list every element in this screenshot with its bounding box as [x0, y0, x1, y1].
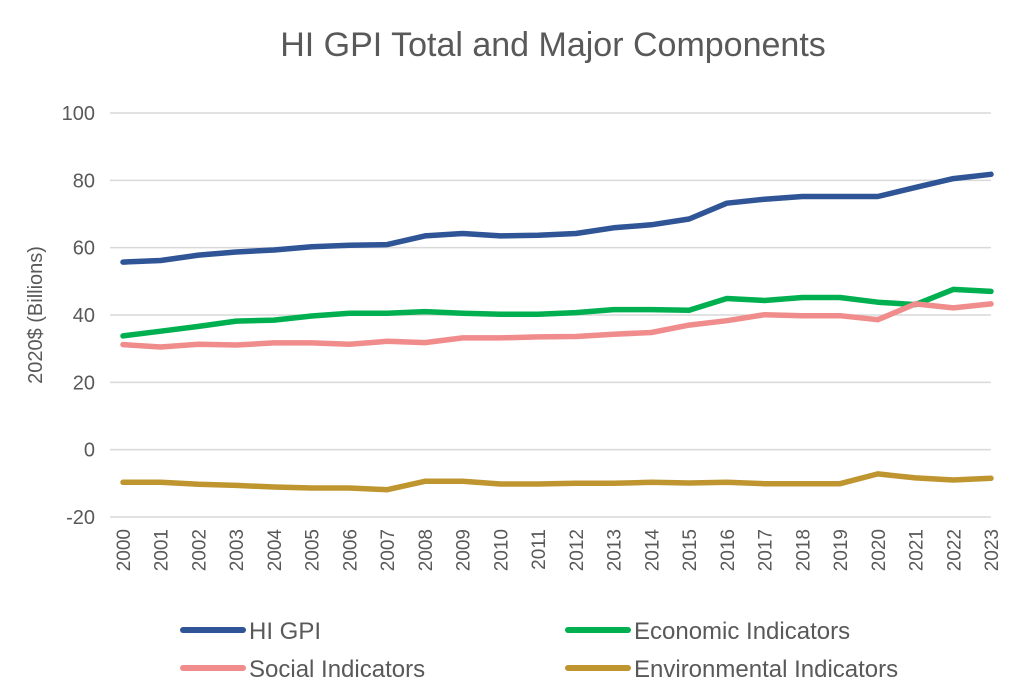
x-tick-label: 2000: [114, 529, 135, 571]
x-tick-label: 2002: [189, 529, 210, 571]
y-tick-label: 0: [84, 440, 95, 462]
y-tick-label: 20: [73, 372, 95, 394]
x-tick-label: 2014: [642, 529, 663, 572]
x-tick-label: 2019: [831, 529, 852, 571]
x-tick-label: 2006: [340, 529, 361, 571]
y-tick-label: 40: [73, 305, 95, 327]
legend-item: HI GPI: [180, 618, 321, 645]
legend-label: Economic Indicators: [634, 618, 850, 645]
y-tick-label: -20: [66, 507, 95, 529]
x-tick-label: 2017: [756, 529, 777, 571]
y-tick-label: 100: [62, 103, 95, 125]
x-tick-label: 2009: [454, 529, 475, 571]
legend-label: Environmental Indicators: [634, 656, 898, 683]
x-tick-label: 2018: [793, 529, 814, 571]
series-line-2: [120, 301, 994, 350]
series-line-3: [120, 471, 994, 493]
x-tick-label: 2001: [152, 529, 173, 571]
series-line-0: [120, 171, 994, 265]
legend-label: Social Indicators: [249, 656, 425, 683]
x-tick-label: 2003: [227, 529, 248, 571]
x-tick-label: 2010: [491, 529, 512, 571]
x-tick-label: 2007: [378, 529, 399, 571]
x-tick-label: 2016: [718, 529, 739, 571]
legend-label: HI GPI: [249, 618, 321, 645]
series-line-1: [120, 286, 994, 339]
x-tick-label: 2011: [529, 529, 550, 570]
legend-item: Social Indicators: [180, 656, 425, 683]
x-tick-label: 2008: [416, 529, 437, 571]
legend-item: Economic Indicators: [565, 618, 850, 645]
y-tick-label: 80: [73, 170, 95, 192]
x-tick-label: 2012: [567, 529, 588, 571]
x-tick-label: 2020: [869, 529, 890, 571]
x-tick-label: 2015: [680, 529, 701, 571]
x-tick-label: 2022: [944, 529, 965, 571]
x-tick-label: 2013: [605, 529, 626, 571]
x-tick-label: 2021: [907, 529, 928, 571]
x-tick-label: 2005: [303, 529, 324, 571]
legend-item: Environmental Indicators: [565, 656, 898, 683]
y-axis-label: 2020$ (Billions): [25, 246, 47, 384]
chart-title: HI GPI Total and Major Components: [280, 26, 826, 64]
x-tick-label: 2023: [982, 529, 1003, 571]
x-tick-label: 2004: [265, 529, 286, 572]
y-tick-label: 60: [73, 238, 95, 260]
